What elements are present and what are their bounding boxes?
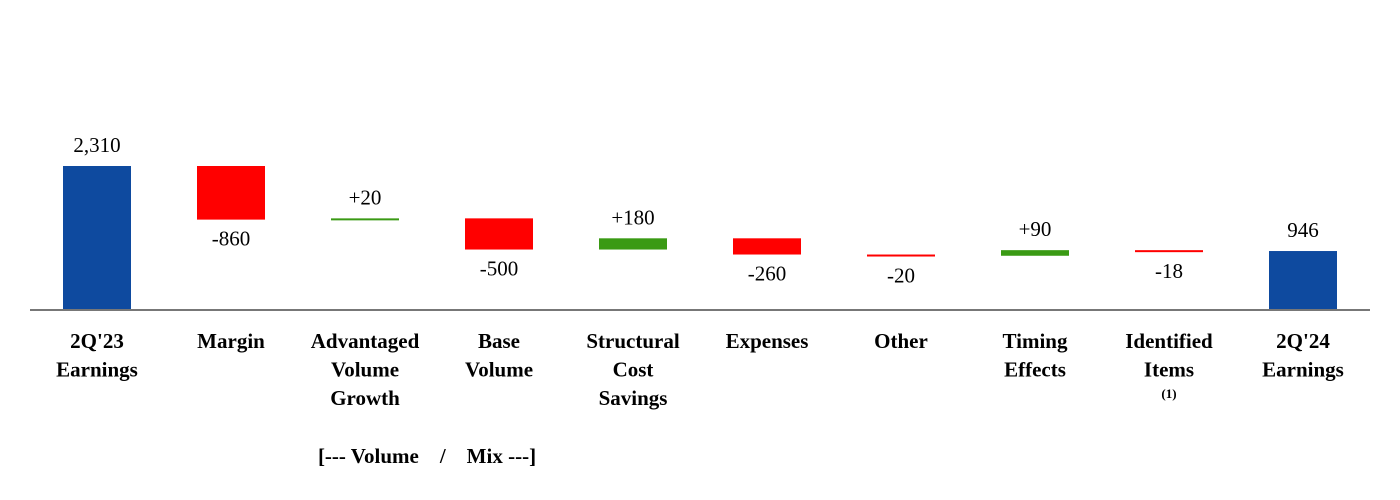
bar xyxy=(465,218,533,250)
value-label: -260 xyxy=(748,262,787,286)
bar xyxy=(733,238,801,255)
value-label: +180 xyxy=(611,205,654,229)
bar xyxy=(1135,250,1203,253)
x-tick-label: Growth xyxy=(330,386,400,410)
x-tick-label: Effects xyxy=(1004,358,1066,382)
x-tick-label: Savings xyxy=(599,386,668,410)
x-tick-label: Other xyxy=(874,329,928,353)
x-tick-label: Structural xyxy=(586,329,679,353)
value-label: +20 xyxy=(349,185,382,209)
value-label: -20 xyxy=(887,264,915,288)
value-label: -860 xyxy=(212,227,251,251)
bar xyxy=(867,254,935,257)
x-tick-label: Volume xyxy=(331,358,399,382)
bar xyxy=(197,166,265,220)
x-tick-label: Cost xyxy=(613,358,654,382)
bar xyxy=(1269,251,1337,310)
x-tick-label: Margin xyxy=(197,329,265,353)
footnote-mark: (1) xyxy=(1161,386,1176,401)
x-tick-label: 2Q'24 xyxy=(1276,329,1330,353)
x-tick-label: Identified xyxy=(1125,329,1213,353)
x-tick-label: Expenses xyxy=(726,329,809,353)
value-label: -18 xyxy=(1155,259,1183,283)
x-tick-label: Earnings xyxy=(56,358,138,382)
bar xyxy=(1001,250,1069,256)
x-tick-label: Advantaged xyxy=(311,329,420,353)
x-tick-label: Base xyxy=(478,329,520,353)
bar xyxy=(63,166,131,310)
x-tick-label: Volume xyxy=(465,358,533,382)
value-label: +90 xyxy=(1019,217,1052,241)
bar xyxy=(331,218,399,221)
value-label: -500 xyxy=(480,257,519,281)
bar xyxy=(599,238,667,250)
x-tick-label: 2Q'23 xyxy=(70,329,124,353)
value-label: 2,310 xyxy=(73,133,120,157)
x-tick-label: Earnings xyxy=(1262,358,1344,382)
x-tick-label: Timing xyxy=(1003,329,1068,353)
annotation: [--- Volume / Mix ---] xyxy=(318,444,536,468)
x-tick-label: Items xyxy=(1144,358,1194,382)
value-label: 946 xyxy=(1287,218,1319,242)
